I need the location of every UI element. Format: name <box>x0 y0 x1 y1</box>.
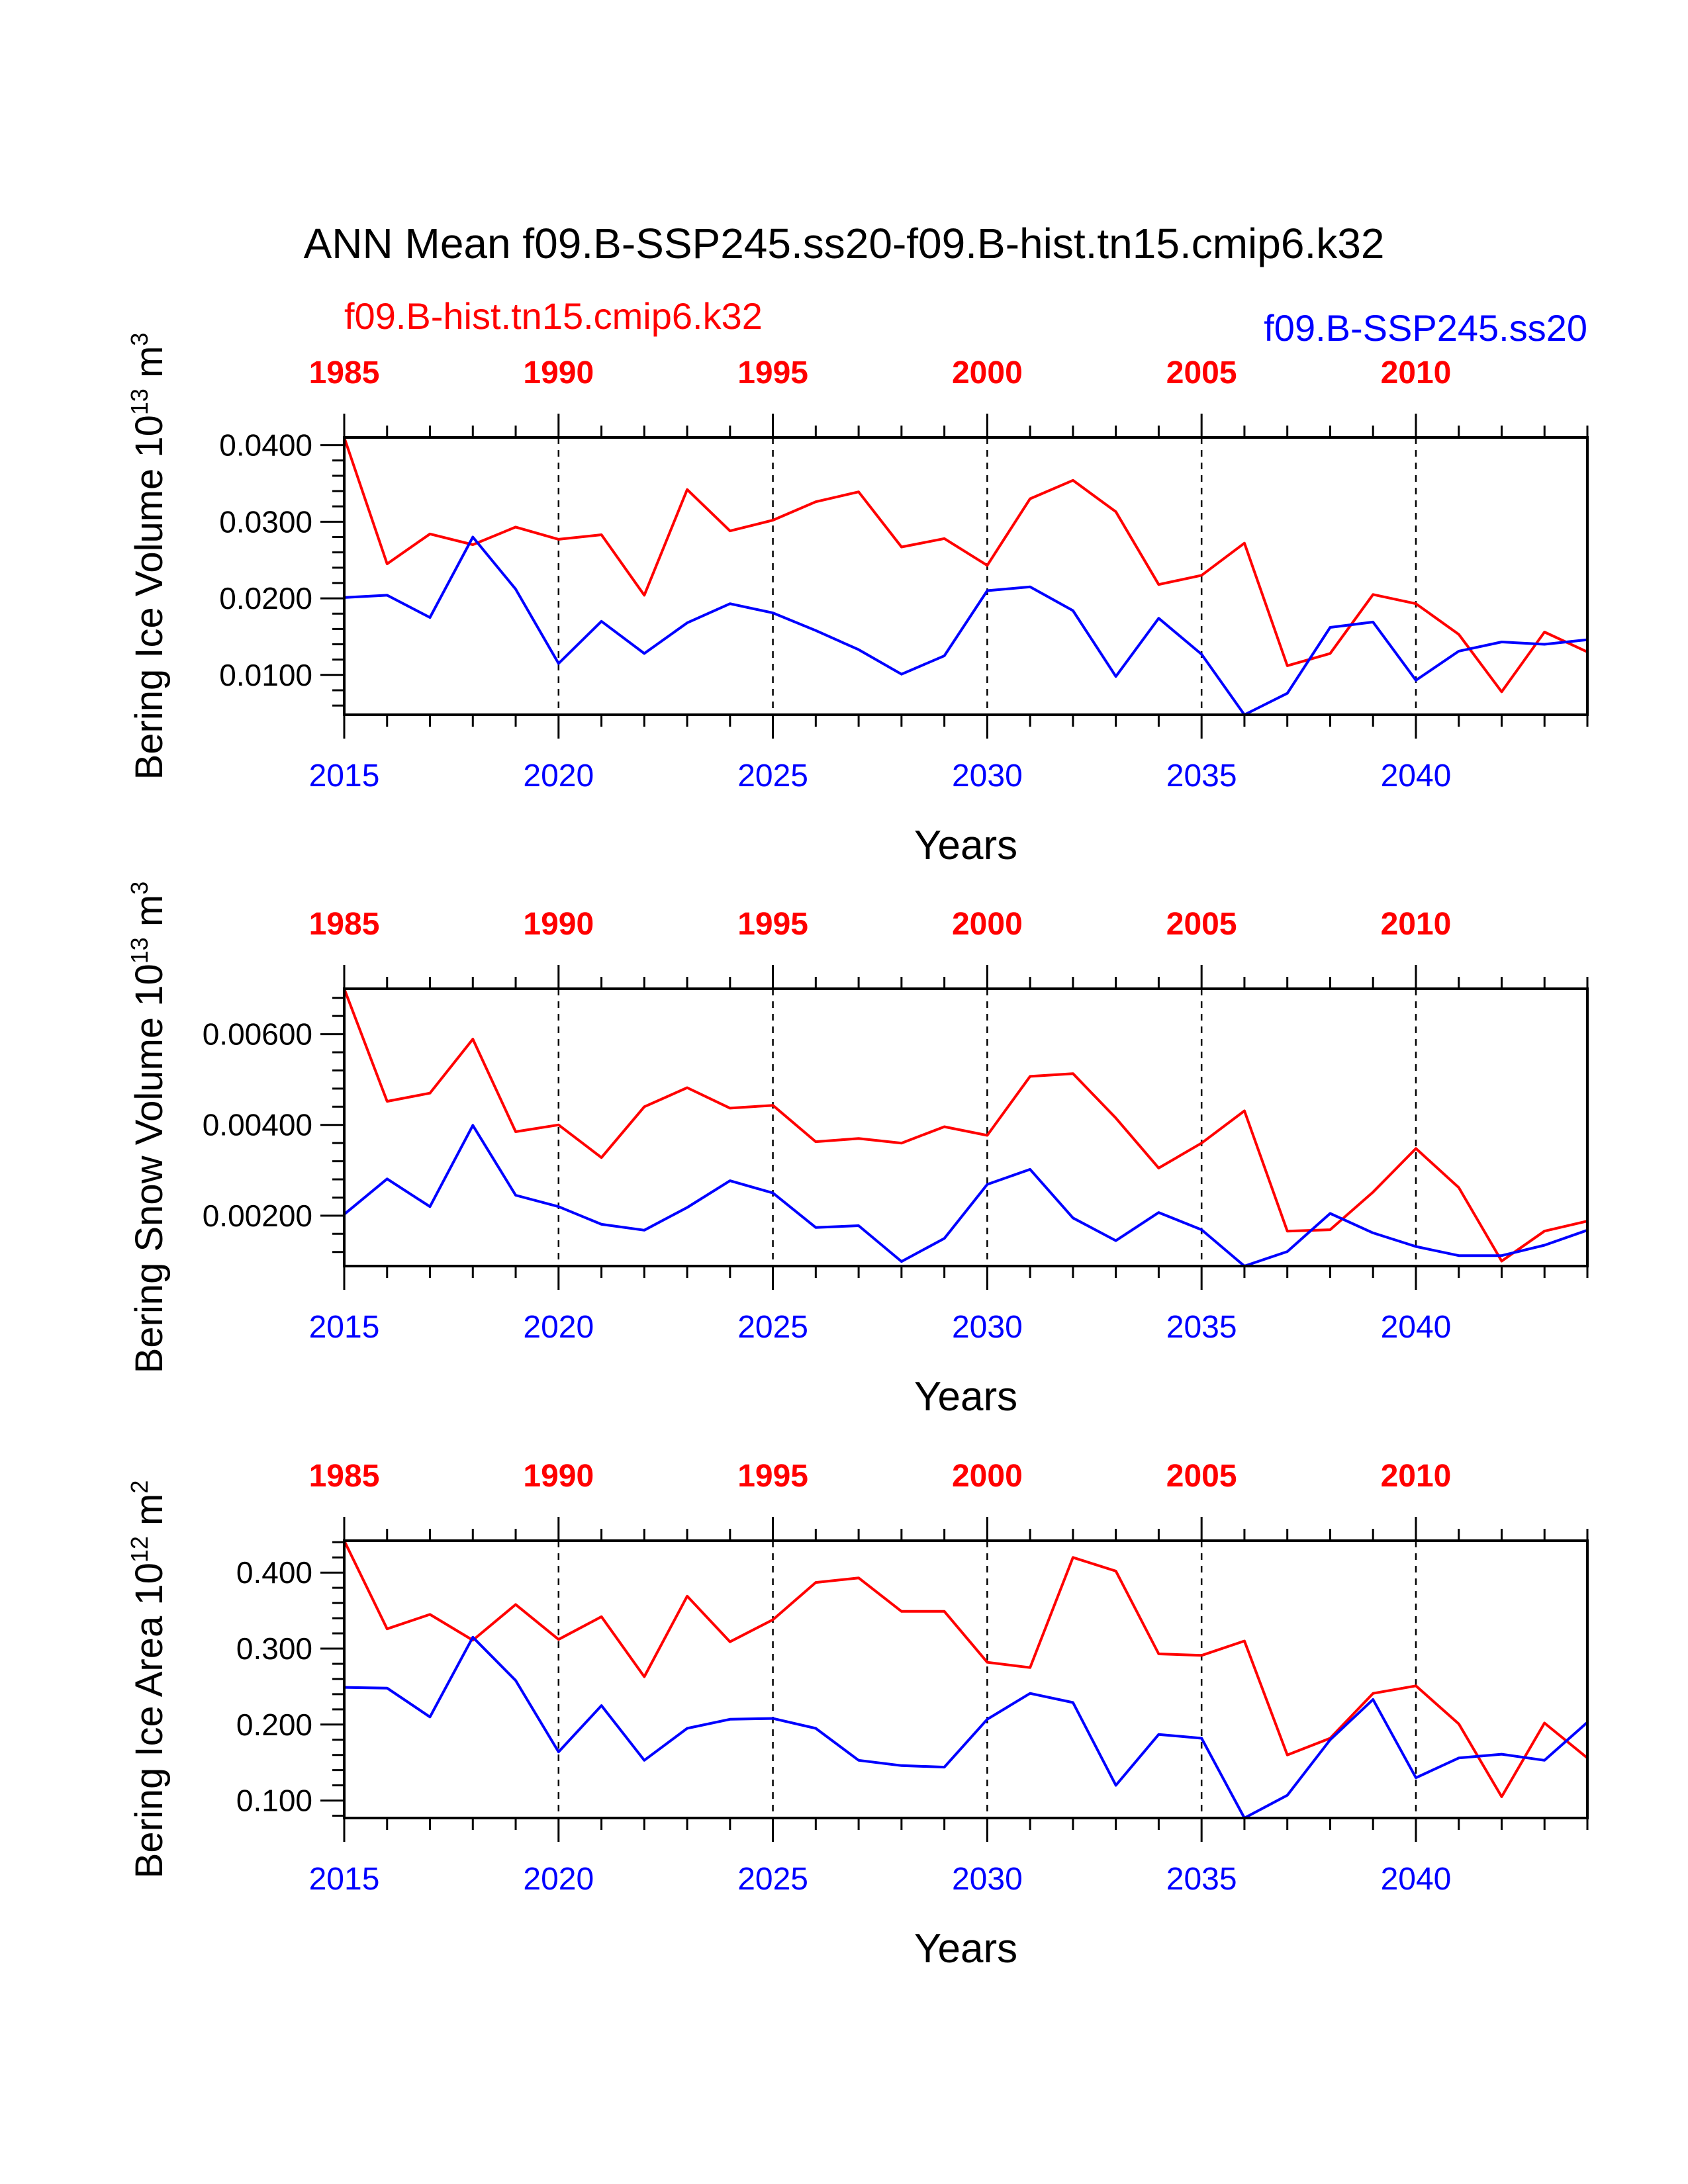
x-tick-label-bottom: 2040 <box>1381 1862 1452 1897</box>
x-axis-label: Years <box>914 1926 1017 1972</box>
x-tick-label-bottom: 2020 <box>523 1310 594 1345</box>
x-tick-label-top: 1990 <box>523 907 594 942</box>
legend-label-ssp245: f09.B-SSP245.ss20 <box>1264 307 1587 349</box>
chart-panel-1: 2015 2020 2025 2030 2035 2040 1985 1990 1995 2000… <box>126 333 1589 868</box>
x-tick-label-top: 1985 <box>309 907 380 942</box>
x-tick-label-bottom: 2015 <box>309 1862 380 1897</box>
x-tick-label-top: 1990 <box>523 1459 594 1494</box>
x-tick-label-top: 2005 <box>1166 907 1237 942</box>
x-tick-label-bottom: 2025 <box>737 1310 808 1345</box>
plot-frame <box>343 436 1589 716</box>
x-tick-label-bottom: 2030 <box>952 758 1023 794</box>
x-tick-label-top: 1995 <box>737 907 808 942</box>
x-tick-label-top: 2005 <box>1166 355 1237 390</box>
plot-frame <box>343 987 1589 1267</box>
y-tick-label: 0.100 <box>236 1784 312 1818</box>
chart-title: ANN Mean f09.B-SSP245.ss20-f09.B-hist.tn… <box>304 220 1385 267</box>
x-tick-label-bottom: 2015 <box>309 1310 380 1345</box>
x-tick-label-bottom: 2025 <box>737 758 808 794</box>
y-tick-label: 0.0300 <box>219 504 312 539</box>
x-tick-label-bottom: 2035 <box>1166 758 1237 794</box>
x-tick-label-top: 2010 <box>1381 907 1452 942</box>
x-tick-label-bottom: 2020 <box>523 1862 594 1897</box>
x-axis-label: Years <box>914 823 1017 868</box>
legend-label-hist: f09.B-hist.tn15.cmip6.k32 <box>344 295 763 337</box>
y-tick-label: 0.300 <box>236 1631 312 1666</box>
x-tick-label-top: 2000 <box>952 1459 1023 1494</box>
x-tick-label-top: 1995 <box>737 355 808 390</box>
x-tick-label-top: 1985 <box>309 355 380 390</box>
x-tick-label-top: 1990 <box>523 355 594 390</box>
y-tick-label: 0.00400 <box>203 1108 312 1142</box>
x-tick-label-top: 2010 <box>1381 355 1452 390</box>
x-tick-label-top: 2000 <box>952 907 1023 942</box>
plot-frame <box>343 1539 1589 1819</box>
x-tick-label-bottom: 2020 <box>523 758 594 794</box>
x-tick-label-top: 1985 <box>309 1459 380 1494</box>
x-axis-label: Years <box>914 1374 1017 1420</box>
x-tick-label-top: 1995 <box>737 1459 808 1494</box>
x-tick-label-bottom: 2040 <box>1381 758 1452 794</box>
y-tick-label: 0.200 <box>236 1707 312 1742</box>
x-tick-label-top: 2010 <box>1381 1459 1452 1494</box>
y-tick-label: 0.00600 <box>203 1017 312 1052</box>
series-line-hist <box>343 437 1588 694</box>
x-tick-label-bottom: 2015 <box>309 758 380 794</box>
x-tick-label-bottom: 2040 <box>1381 1310 1452 1345</box>
x-tick-label-bottom: 2030 <box>952 1862 1023 1897</box>
y-tick-label: 0.00200 <box>203 1199 312 1233</box>
series-line-ssp245 <box>344 1635 1589 1819</box>
y-tick-label: 0.0100 <box>219 658 312 692</box>
x-tick-label-top: 2005 <box>1166 1459 1237 1494</box>
y-axis-label: Bering Snow Volume 1013 m3 <box>126 882 171 1374</box>
x-tick-label-bottom: 2035 <box>1166 1862 1237 1897</box>
series-line-ssp245 <box>344 535 1588 716</box>
y-tick-label: 0.400 <box>236 1555 312 1590</box>
y-axis-label: Bering Ice Area 1012 m2 <box>126 1480 171 1879</box>
chart-panel-3: 2015 2020 2025 2030 2035 2040 1985 1990 1995 2000… <box>126 1459 1589 1972</box>
x-tick-label-bottom: 2030 <box>952 1310 1023 1345</box>
y-tick-label: 0.0200 <box>219 581 312 615</box>
series-line-ssp245 <box>343 1124 1588 1267</box>
x-tick-label-bottom: 2025 <box>737 1862 808 1897</box>
x-tick-label-top: 2000 <box>952 355 1023 390</box>
series-line-hist <box>343 988 1588 1263</box>
x-tick-label-bottom: 2035 <box>1166 1310 1237 1345</box>
chart-panel-2: 2015 2020 2025 2030 2035 2040 1985 1990 1995 2000… <box>126 882 1589 1420</box>
y-tick-label: 0.0400 <box>219 428 312 463</box>
y-axis-label: Bering Ice Volume 1013 m3 <box>126 333 171 780</box>
series-line-hist <box>343 1540 1589 1798</box>
